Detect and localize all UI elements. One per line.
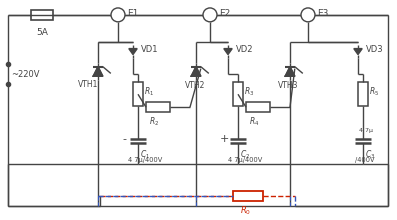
Polygon shape [93,67,103,76]
Bar [31,10,53,20]
Polygon shape [224,49,232,55]
Text: E2: E2 [219,9,230,18]
Text: $R_3$: $R_3$ [244,85,254,97]
Text: +: + [219,134,229,144]
Bar [233,82,243,106]
Text: $C_1$: $C_1$ [140,149,150,161]
Text: 4 7μ/400V: 4 7μ/400V [128,157,162,163]
Text: ~220V: ~220V [11,70,39,79]
Text: 5A: 5A [36,28,48,37]
Polygon shape [129,49,137,55]
Bar [246,102,270,112]
Bar [146,102,170,112]
Bar [233,191,263,202]
Bar [358,82,368,106]
Bar [133,82,143,106]
Text: /400V: /400V [355,157,374,163]
Text: VTH2: VTH2 [185,81,205,90]
Text: $R_4$: $R_4$ [249,115,259,128]
Text: 4 7μ/400V: 4 7μ/400V [228,157,262,163]
Text: VD3: VD3 [366,45,384,54]
Text: $R_2$: $R_2$ [149,115,159,128]
Text: $C_3$: $C_3$ [365,149,375,161]
Text: -: - [122,134,126,144]
Polygon shape [285,67,295,76]
Text: $C_2$: $C_2$ [240,149,250,161]
Polygon shape [354,49,362,55]
Polygon shape [191,67,201,76]
Text: VD1: VD1 [141,45,158,54]
Text: $R_0$: $R_0$ [240,204,251,217]
Text: $R_5$: $R_5$ [369,85,379,97]
Circle shape [111,8,125,22]
Text: VTH1: VTH1 [78,80,98,89]
Circle shape [301,8,315,22]
Text: E1: E1 [127,9,139,18]
Circle shape [203,8,217,22]
Text: 4 7μ: 4 7μ [359,128,373,134]
Text: VTH3: VTH3 [278,81,299,90]
Text: E3: E3 [317,9,328,18]
Text: VD2: VD2 [236,45,254,54]
Text: $R_1$: $R_1$ [144,85,154,97]
